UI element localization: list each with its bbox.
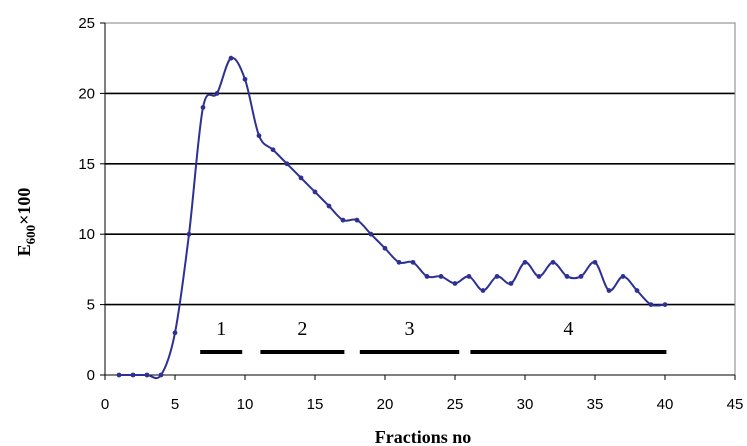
y-tick-label: 10 <box>78 226 95 243</box>
data-point <box>368 231 374 237</box>
x-tick-label: 25 <box>447 396 464 413</box>
data-point <box>256 133 262 139</box>
data-point <box>480 288 486 293</box>
data-point <box>228 55 234 61</box>
data-point <box>662 302 668 307</box>
y-axis-title-subscript: 600 <box>23 225 38 245</box>
x-tick-label: 5 <box>171 396 179 413</box>
y-axis-title-suffix: ×100 <box>14 188 34 225</box>
data-point <box>466 274 472 279</box>
data-point <box>382 245 388 251</box>
data-point <box>438 274 444 279</box>
data-point <box>298 175 304 181</box>
data-point <box>452 281 458 286</box>
data-point <box>536 274 542 279</box>
data-point <box>186 231 192 237</box>
data-point <box>172 330 178 336</box>
grid-lines <box>105 92 735 306</box>
plot-area-border <box>104 22 736 376</box>
data-point <box>578 274 584 279</box>
data-point <box>270 147 276 153</box>
x-tick-label: 20 <box>377 396 394 413</box>
series-line <box>119 56 666 380</box>
data-points <box>116 55 668 378</box>
data-point <box>130 372 136 378</box>
y-tick-label: 5 <box>87 297 95 314</box>
data-point <box>606 288 612 293</box>
data-point <box>326 203 332 209</box>
data-point <box>354 217 360 223</box>
data-point <box>648 302 654 307</box>
data-point <box>284 161 290 167</box>
x-tick-label: 45 <box>727 396 744 413</box>
data-point <box>312 189 318 195</box>
data-point <box>564 274 570 279</box>
data-point <box>340 217 346 223</box>
fraction-label: 4 <box>563 318 573 340</box>
data-point <box>634 288 640 293</box>
x-tick-label: 0 <box>101 396 109 413</box>
y-tick-label: 25 <box>78 15 95 32</box>
data-point <box>508 281 514 286</box>
data-point <box>396 259 402 265</box>
data-point <box>424 274 430 279</box>
fraction-ranges: 1 2 3 4 <box>200 318 667 354</box>
data-point <box>200 105 206 110</box>
x-tick-label: 35 <box>587 396 604 413</box>
y-tick-label: 0 <box>87 367 95 384</box>
fraction-label: 3 <box>405 318 415 340</box>
x-tick-label: 30 <box>517 396 534 413</box>
x-axis-title: Fractions no <box>375 427 472 446</box>
y-tick-label: 15 <box>78 156 95 173</box>
data-point <box>158 372 164 378</box>
data-point <box>410 259 416 265</box>
y-tick-labels: 0 5 10 15 20 25 <box>78 15 95 384</box>
y-axis-title: E600×100 <box>14 188 38 257</box>
data-point <box>592 259 598 265</box>
x-tick-label: 40 <box>657 396 674 413</box>
data-point <box>214 91 220 96</box>
data-point <box>550 259 556 265</box>
data-point <box>620 274 626 279</box>
data-point <box>494 274 500 279</box>
fraction-label: 1 <box>216 318 226 340</box>
data-point <box>116 372 122 378</box>
data-point <box>242 76 248 82</box>
y-axis-title-base: E <box>14 244 34 256</box>
y-tick-label: 20 <box>78 85 95 102</box>
data-point <box>144 372 150 378</box>
x-tick-label: 15 <box>307 396 324 413</box>
x-tick-label: 10 <box>237 396 254 413</box>
fraction-label: 2 <box>297 318 307 340</box>
data-point <box>522 259 528 265</box>
axes <box>100 22 736 380</box>
x-tick-labels: 0 5 10 15 20 25 30 35 40 45 <box>101 396 744 413</box>
